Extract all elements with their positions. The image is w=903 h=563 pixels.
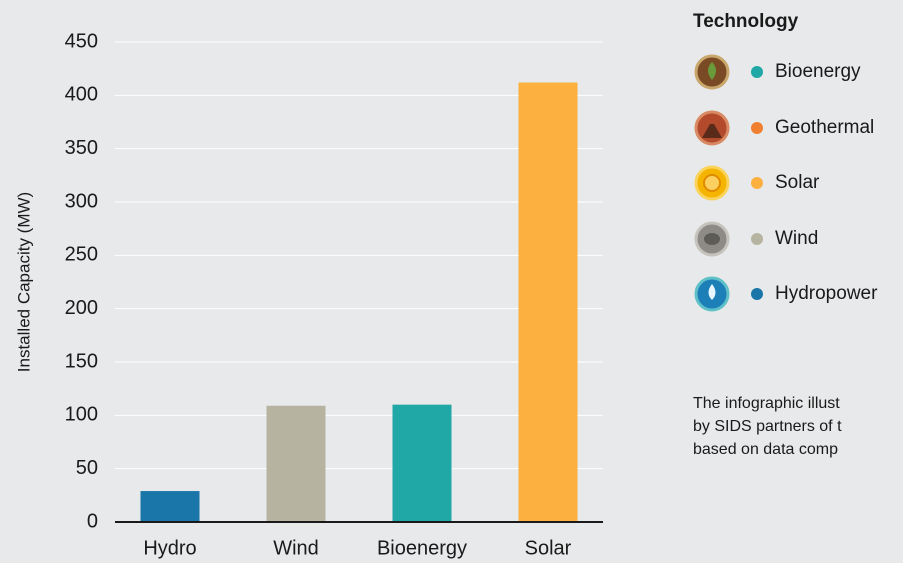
y-tick-label: 150 — [65, 350, 98, 372]
turbine-icon — [704, 233, 720, 245]
y-tick-label: 0 — [87, 510, 98, 532]
y-tick-label: 350 — [65, 137, 98, 159]
x-tick-label: Wind — [273, 537, 319, 559]
y-tick-label: 300 — [65, 190, 98, 212]
legend-swatch — [751, 177, 763, 189]
note-line: based on data comp — [693, 441, 838, 458]
y-tick-label: 250 — [65, 244, 98, 266]
y-tick-label: 50 — [76, 457, 98, 479]
leaf-icon — [708, 62, 716, 80]
legend-label: Hydropower — [775, 283, 878, 304]
legend-title: Technology — [693, 11, 799, 32]
legend-swatch — [751, 66, 763, 78]
bar — [518, 82, 578, 523]
bar — [140, 491, 200, 522]
legend-label: Wind — [775, 228, 818, 249]
legend-label: Geothermal — [775, 117, 874, 138]
y-tick-label: 400 — [65, 84, 98, 106]
y-tick-label: 450 — [65, 30, 98, 52]
note-line: by SIDS partners of t — [693, 418, 842, 435]
x-tick-label: Solar — [525, 537, 572, 559]
sun-icon — [703, 174, 721, 192]
legend-icons — [694, 54, 730, 312]
legend-swatch — [751, 288, 763, 300]
bar — [266, 405, 326, 522]
legend-swatch — [751, 233, 763, 245]
legend-swatch — [751, 122, 763, 134]
drop-icon — [708, 284, 716, 300]
legend-label: Solar — [775, 172, 820, 193]
y-axis-label: Installed Capacity (MW) — [14, 192, 33, 372]
x-tick-label: Hydro — [143, 537, 196, 559]
note-line: The infographic illust — [693, 395, 840, 412]
y-tick-label: 100 — [65, 404, 98, 426]
x-tick-label: Bioenergy — [377, 537, 467, 559]
legend-label: Bioenergy — [775, 61, 861, 82]
y-tick-label: 200 — [65, 297, 98, 319]
volcano-icon — [702, 124, 722, 138]
bar — [392, 404, 452, 522]
